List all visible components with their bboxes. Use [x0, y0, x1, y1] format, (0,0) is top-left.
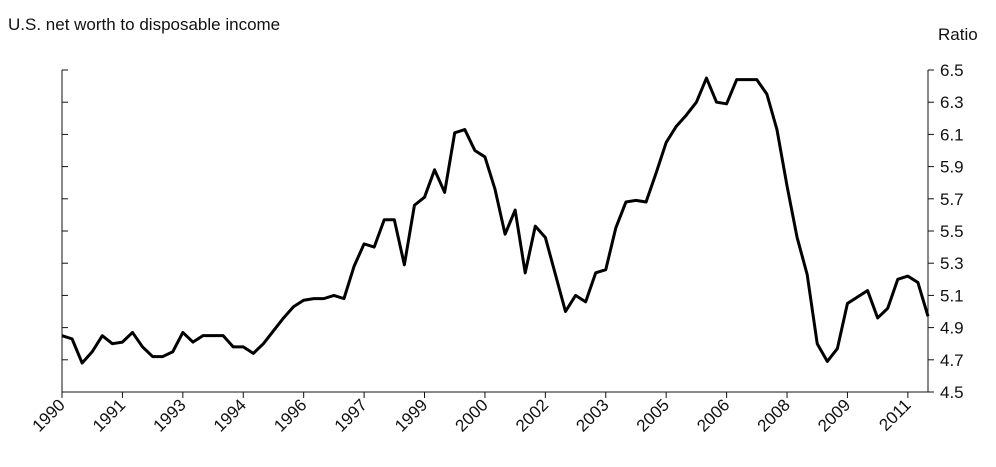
chart-title: U.S. net worth to disposable income	[8, 15, 280, 34]
y-tick-label: 6.5	[940, 61, 964, 80]
x-tick-label: 2005	[633, 395, 673, 435]
y-tick-label: 4.5	[940, 383, 964, 402]
y-tick-label: 6.1	[940, 125, 964, 144]
y-tick-label: 6.3	[940, 93, 964, 112]
y-tick-label: 5.1	[940, 286, 964, 305]
x-tick-label: 2003	[572, 395, 612, 435]
x-tick-label: 2009	[814, 395, 854, 435]
y-tick-label: 5.5	[940, 222, 964, 241]
y-tick-label: 5.3	[940, 254, 964, 273]
y-tick-label: 4.7	[940, 351, 964, 370]
x-tick-label: 2008	[754, 395, 794, 435]
x-tick-label: 1997	[331, 395, 371, 435]
x-tick-label: 2011	[875, 395, 914, 434]
x-tick-label: 2006	[693, 395, 733, 435]
x-tick-label: 1993	[149, 395, 189, 435]
line-series	[61, 76, 930, 365]
x-tick-label: 1999	[391, 395, 431, 435]
x-tick-label: 1996	[270, 395, 310, 435]
y-tick-label: 4.9	[940, 319, 964, 338]
x-tick-label: 1991	[89, 395, 129, 435]
y-axis-label: Ratio	[938, 25, 978, 44]
y-tick-label: 5.7	[940, 190, 964, 209]
x-tick-label: 2002	[512, 395, 552, 435]
x-tick-label: 2000	[452, 395, 492, 435]
y-tick-label: 5.9	[940, 158, 964, 177]
x-tick-label: 1994	[210, 395, 250, 435]
x-tick-label: 1990	[29, 395, 69, 435]
